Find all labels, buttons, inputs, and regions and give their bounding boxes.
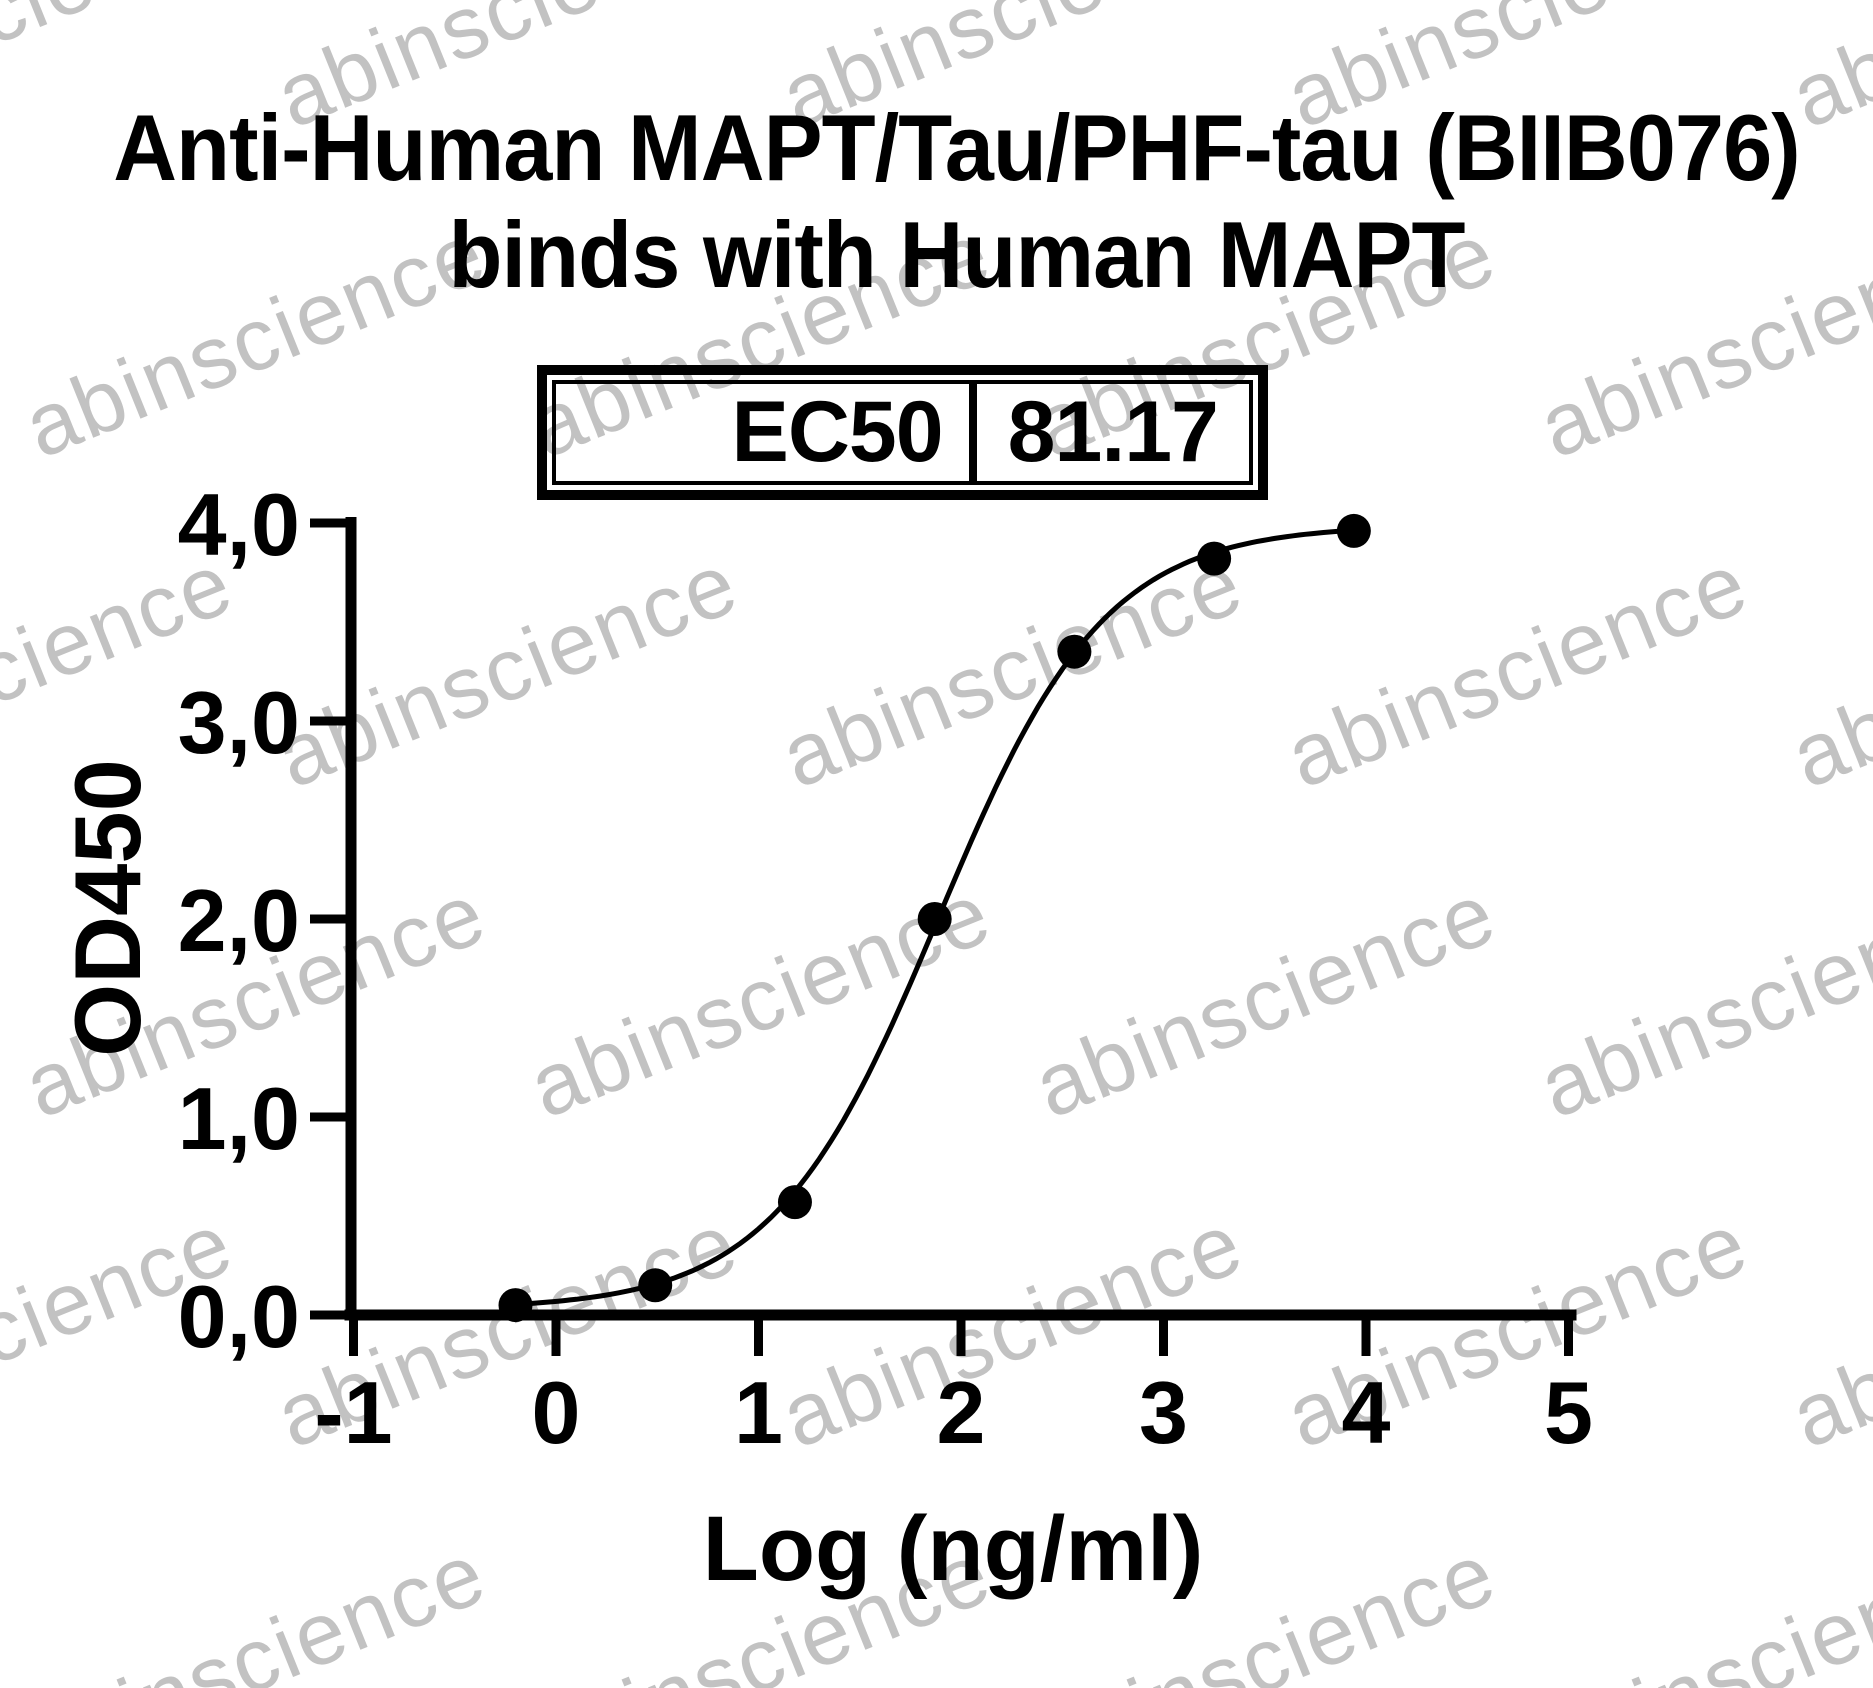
x-tick-label: -1 <box>314 1363 392 1462</box>
y-tick-label: 0,0 <box>178 1267 300 1366</box>
x-axis-title: Log (ng/ml) <box>702 1498 1204 1600</box>
y-tick-label: 3,0 <box>178 673 300 772</box>
ec50-value-cell: 81.17 <box>972 380 1253 485</box>
ec50-table: EC50 81.17 <box>537 365 1268 500</box>
y-tick-label: 1,0 <box>178 1069 300 1168</box>
y-axis-title: OD450 <box>55 759 160 1057</box>
x-tick-label: 0 <box>532 1363 581 1462</box>
x-tick-label: 3 <box>1139 1363 1188 1462</box>
data-point-marker <box>498 1288 533 1323</box>
data-point-marker <box>1336 513 1371 548</box>
chart-title-line1: Anti-Human MAPT/Tau/PHF-tau (BIIB076) <box>113 95 1801 200</box>
data-point-marker <box>638 1268 673 1303</box>
ec50-label-cell: EC50 <box>552 380 973 485</box>
x-tick-label: 1 <box>734 1363 783 1462</box>
data-point-marker <box>917 902 952 936</box>
x-tick-label: 4 <box>1342 1363 1391 1462</box>
y-tick-label: 2,0 <box>178 871 300 970</box>
data-point-marker <box>1057 634 1092 669</box>
data-point-marker <box>777 1185 812 1220</box>
x-tick-label: 2 <box>937 1363 986 1462</box>
chart-title-line2: binds with Human MAPT <box>448 202 1466 307</box>
chart-title: Anti-Human MAPT/Tau/PHF-tau (BIIB076) bi… <box>95 94 1818 308</box>
x-tick-label: 5 <box>1544 1363 1593 1462</box>
y-tick-label: 4,0 <box>178 475 300 574</box>
data-point-marker <box>1197 541 1232 576</box>
